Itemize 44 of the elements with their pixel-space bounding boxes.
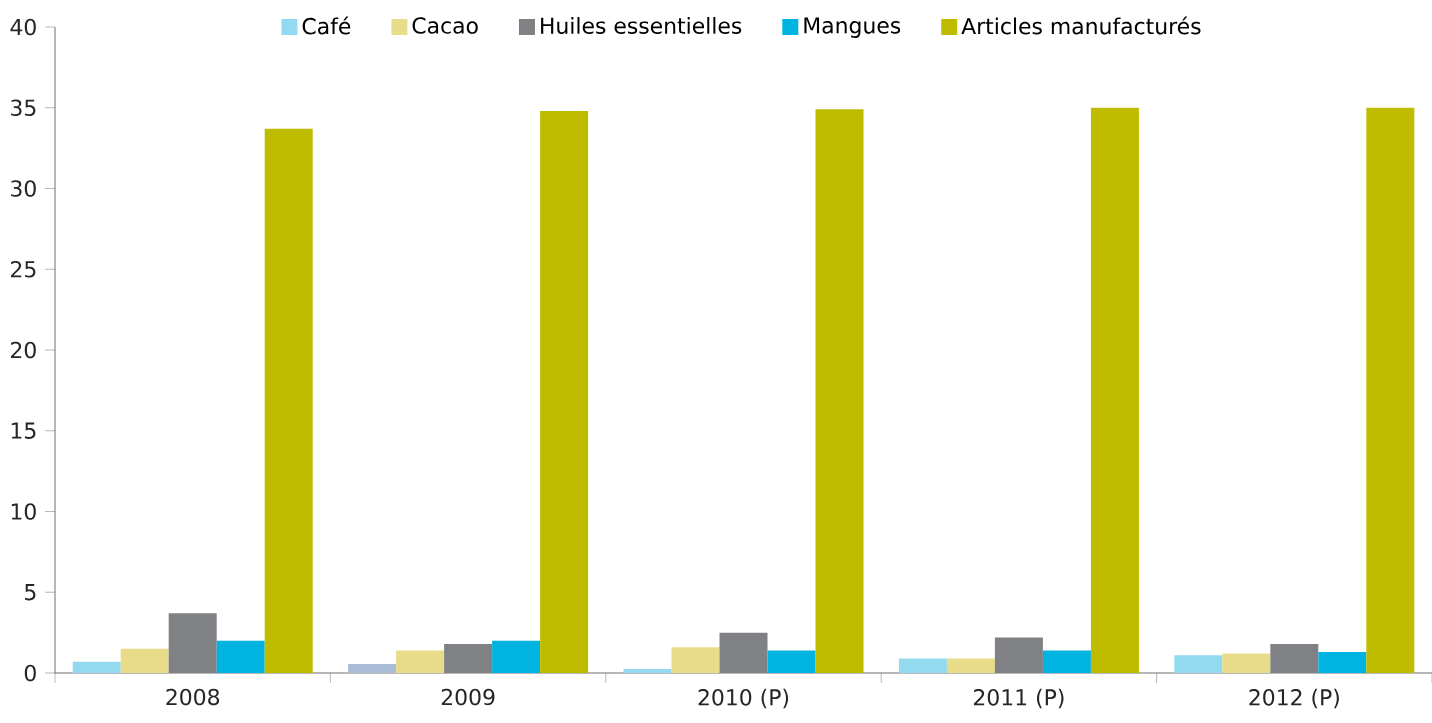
x-tick-label: 2011 (P) — [973, 688, 1064, 709]
bar — [1270, 643, 1319, 673]
y-tick-label: 25 — [11, 260, 36, 278]
legend-label: Café — [302, 16, 351, 35]
bar — [216, 640, 265, 673]
y-tick-label: 5 — [25, 584, 36, 601]
legend-label: Huiles essentielles — [541, 17, 742, 34]
legend-label: Cacao — [412, 17, 478, 34]
bar — [1318, 652, 1367, 673]
bar — [396, 650, 445, 673]
bar — [623, 668, 672, 673]
bar — [264, 128, 313, 673]
bar — [1042, 650, 1091, 673]
bar — [1090, 107, 1139, 673]
y-tick-label: 20 — [11, 341, 36, 359]
x-tick-label: 2008 — [166, 688, 220, 706]
bar — [671, 647, 720, 673]
x-tick-label: 2009 — [441, 688, 495, 706]
x-tick-label: 2010 (P) — [698, 688, 789, 709]
legend-label: Articles manufacturés — [961, 16, 1201, 35]
bar — [168, 613, 217, 673]
bar — [946, 658, 995, 673]
bar — [72, 661, 121, 673]
bar — [444, 643, 493, 673]
bar — [767, 650, 816, 673]
y-tick-label: 15 — [11, 422, 36, 439]
y-tick-label: 30 — [11, 180, 36, 197]
x-tick-label: 2012 (P) — [1249, 688, 1339, 709]
bar — [815, 109, 864, 673]
bar — [1174, 655, 1223, 673]
bar — [1222, 653, 1271, 673]
y-tick-label: 10 — [11, 503, 36, 520]
bar — [492, 640, 541, 673]
bar — [540, 110, 589, 673]
y-tick-label: 0 — [24, 664, 36, 682]
bar — [1366, 107, 1415, 673]
bar — [719, 632, 768, 673]
bar — [348, 664, 397, 673]
y-tick-label: 40 — [10, 18, 36, 36]
legend-label: Mangues — [804, 17, 901, 38]
bar — [898, 658, 947, 673]
y-tick-label: 35 — [11, 99, 36, 117]
bar — [120, 648, 169, 673]
bar — [994, 637, 1043, 673]
